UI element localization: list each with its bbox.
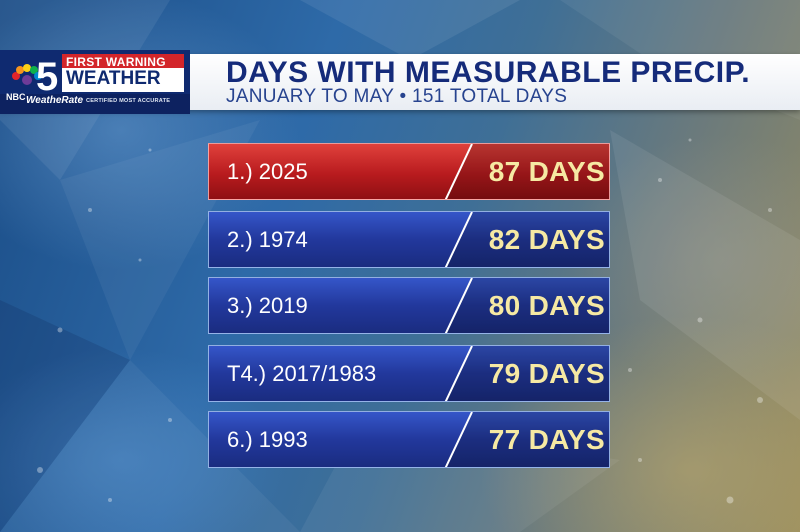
rank-label: 2.) 1974	[227, 227, 308, 252]
weather-label: WEATHER	[66, 68, 161, 89]
rank-label: 6.) 1993	[227, 427, 308, 452]
row-divider	[444, 212, 609, 267]
page-title: DAYS WITH MEASURABLE PRECIP.	[226, 56, 751, 89]
ranking-row-3: 3.) 2019 80 DAYS	[208, 277, 610, 334]
row-divider	[444, 412, 609, 467]
station-logo: NBC 5 FIRST WARNING WEATHER WeatheRate C…	[0, 50, 190, 114]
certified-label: CERTIFIED MOST ACCURATE	[86, 98, 171, 104]
days-value: 79 DAYS	[488, 358, 605, 389]
row-divider	[444, 346, 609, 401]
ranking-row-5: 6.) 1993 77 DAYS	[208, 411, 610, 468]
rank-label: 3.) 2019	[227, 293, 308, 318]
first-warning-label: FIRST WARNING	[66, 55, 166, 69]
row-divider	[444, 144, 609, 199]
rank-label: T4.) 2017/1983	[227, 361, 377, 386]
ranking-row-1: 1.) 2025 87 DAYS	[208, 143, 610, 200]
weatherate-label: WeatheRate	[26, 95, 84, 106]
row-divider	[444, 278, 609, 333]
page-subtitle: JANUARY TO MAY • 151 TOTAL DAYS	[226, 86, 568, 107]
logo-panels	[0, 50, 190, 114]
days-value: 77 DAYS	[488, 424, 605, 455]
network-label: NBC	[6, 92, 26, 102]
rank-label: 1.) 2025	[227, 159, 308, 184]
ranking-row-4: T4.) 2017/1983 79 DAYS	[208, 345, 610, 402]
channel-number: 5	[36, 55, 59, 99]
peacock-icon	[12, 64, 42, 85]
days-value: 82 DAYS	[488, 224, 605, 255]
ranking-row-2: 2.) 1974 82 DAYS	[208, 211, 610, 268]
days-value: 87 DAYS	[488, 156, 605, 187]
days-value: 80 DAYS	[488, 290, 605, 321]
